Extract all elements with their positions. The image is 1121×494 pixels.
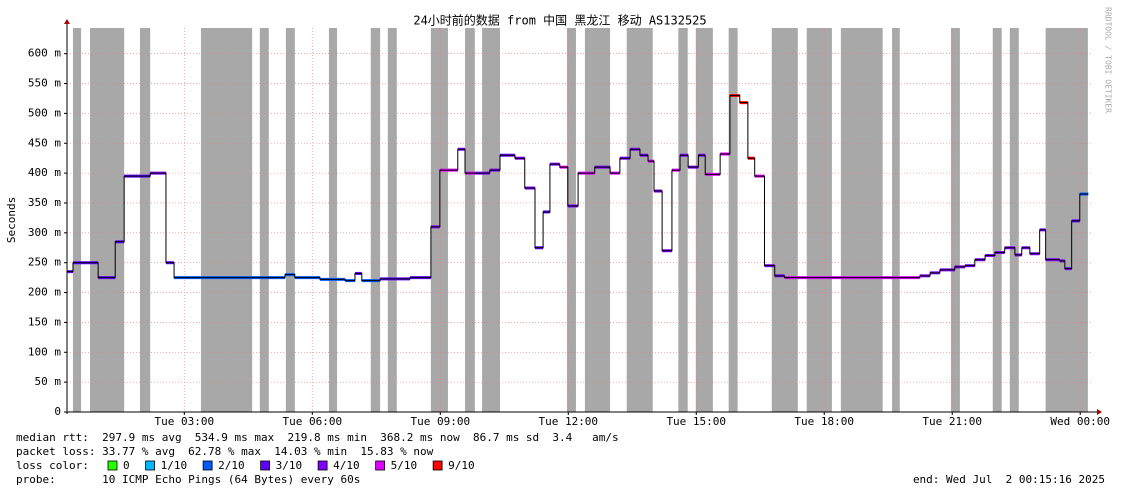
loss-band (566, 28, 576, 412)
watermark: RRDTOOL / TOBI OETIKER (1104, 7, 1113, 113)
legend-title: loss color: (16, 459, 89, 472)
loss-band (626, 28, 653, 412)
loss-band (139, 28, 151, 412)
loss-band (728, 28, 738, 412)
y-tick-label: 600 m (28, 47, 61, 60)
x-tick-label: Tue 15:00 (666, 415, 726, 428)
y-tick-label: 300 m (28, 226, 61, 239)
y-tick-label: 500 m (28, 106, 61, 119)
x-tick-label: Tue 18:00 (794, 415, 854, 428)
loss-band (387, 28, 397, 412)
legend-swatch (260, 460, 271, 471)
loss-band (285, 28, 295, 412)
x-tick-label: Tue 06:00 (282, 415, 342, 428)
stats-line: median rtt: 297.9 ms avg 534.9 ms max 21… (16, 431, 619, 444)
x-tick-label: Tue 12:00 (538, 415, 598, 428)
loss-band (806, 28, 832, 412)
loss-band (72, 28, 82, 412)
y-tick-label: 550 m (28, 77, 61, 90)
loss-band (1045, 28, 1088, 412)
y-tick-label: 400 m (28, 166, 61, 179)
chart-title: 24小时前的数据 from 中国 黑龙江 移动 AS132525 (413, 13, 706, 28)
loss-band (200, 28, 253, 412)
legend-swatch (375, 460, 386, 471)
loss-band (465, 28, 475, 412)
y-tick-label: 50 m (35, 375, 62, 388)
end-text: end: Wed Jul 2 00:15:16 2025 (913, 473, 1105, 486)
loss-band (695, 28, 713, 412)
legend-label: 2/10 (218, 459, 245, 472)
median-line (67, 94, 1089, 282)
legend-swatch (145, 460, 156, 471)
x-tick-label: Tue 09:00 (410, 415, 470, 428)
loss-band (328, 28, 338, 412)
loss-band (1009, 28, 1019, 412)
legend-swatch (107, 460, 118, 471)
stats-line: packet loss: 33.77 % avg 62.78 % max 14.… (16, 445, 434, 458)
legend-label: 9/10 (448, 459, 475, 472)
axis-arrow (1097, 409, 1102, 415)
loss-band (992, 28, 1002, 412)
probe-text: probe: 10 ICMP Echo Pings (64 Bytes) eve… (16, 473, 360, 486)
y-tick-label: 250 m (28, 256, 61, 269)
legend-label: 1/10 (161, 459, 188, 472)
x-tick-label: Wed 00:00 (1050, 415, 1110, 428)
loss-band (370, 28, 381, 412)
y-tick-label: 450 m (28, 136, 61, 149)
x-tick-label: Tue 03:00 (155, 415, 215, 428)
legend-label: 3/10 (276, 459, 303, 472)
y-axis-label: Seconds (5, 197, 18, 243)
y-tick-label: 150 m (28, 315, 61, 328)
loss-band (840, 28, 883, 412)
loss-band (482, 28, 501, 412)
loss-band (584, 28, 611, 412)
y-tick-label: 200 m (28, 286, 61, 299)
loss-band (950, 28, 960, 412)
legend-label: 4/10 (333, 459, 360, 472)
legend-swatch (317, 460, 328, 471)
axis-arrow (64, 19, 70, 24)
y-tick-label: 0 (54, 405, 61, 418)
x-tick-label: Tue 21:00 (922, 415, 982, 428)
y-tick-label: 350 m (28, 196, 61, 209)
legend-swatch (432, 460, 443, 471)
loss-band (892, 28, 900, 412)
y-tick-label: 100 m (28, 345, 61, 358)
legend-label: 5/10 (391, 459, 418, 472)
loss-band (678, 28, 688, 412)
loss-band (259, 28, 269, 412)
loss-band (771, 28, 798, 412)
legend-swatch (202, 460, 213, 471)
legend-label: 0 (123, 459, 130, 472)
loss-band (90, 28, 125, 412)
